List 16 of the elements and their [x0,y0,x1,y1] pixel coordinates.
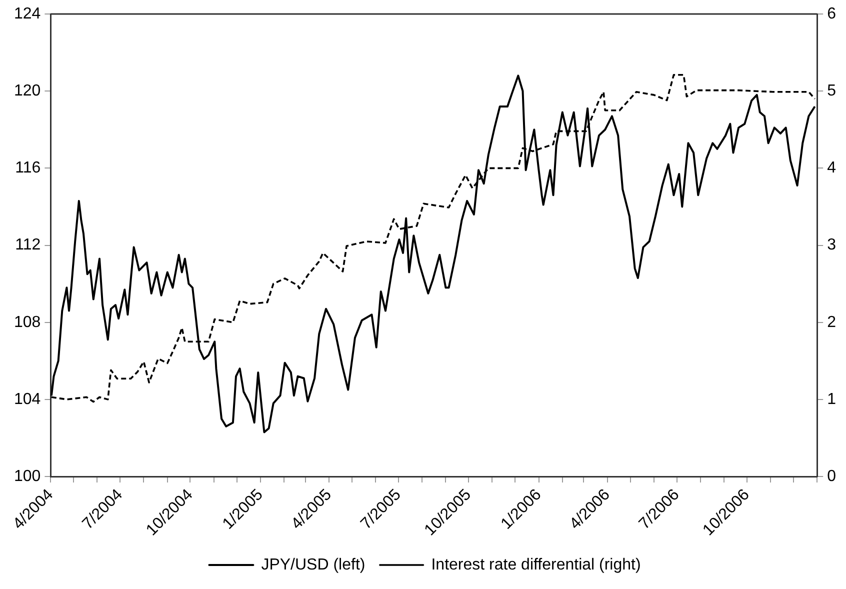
y2-tick-label: 0 [827,468,836,485]
y-tick-label: 120 [14,82,41,100]
legend-label: Interest rate differential (right) [431,556,641,574]
y2-tick-label: 5 [827,82,836,100]
y2-tick-label: 2 [827,314,836,331]
y-tick-label: 124 [14,5,41,22]
y-tick-label: 108 [14,314,41,331]
y2-tick-label: 1 [827,390,836,408]
y-tick-label: 104 [14,390,41,408]
y-tick-label: 116 [15,160,41,177]
y2-tick-label: 4 [827,160,836,177]
legend-label: JPY/USD (left) [261,556,366,574]
y-tick-label: 112 [15,236,41,254]
y2-tick-label: 3 [827,236,836,254]
y2-tick-label: 6 [827,5,836,22]
y-tick-label: 100 [14,468,41,485]
